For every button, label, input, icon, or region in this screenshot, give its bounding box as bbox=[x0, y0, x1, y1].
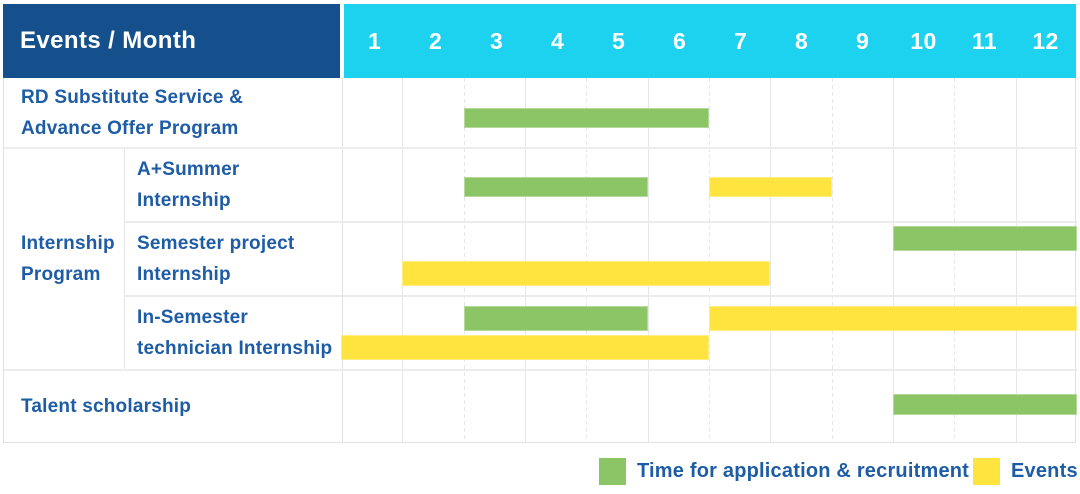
row-label-talent-scholarship: Talent scholarship bbox=[21, 396, 192, 417]
row-label-in-semester-technician: In-Semester technician Internship bbox=[137, 307, 333, 359]
month-gridline bbox=[586, 78, 588, 442]
header-title-text: Events / Month bbox=[20, 27, 197, 54]
month-header-cell: 4 bbox=[550, 27, 565, 54]
row-label-semester-project: Semester project Internship bbox=[137, 233, 295, 285]
month-header-cell: 10 bbox=[910, 27, 937, 54]
track-in-semester-bottom bbox=[341, 335, 1077, 360]
legend-label-events: Events bbox=[1011, 460, 1078, 482]
gantt-body: RD Substitute Service & Advance Offer Pr… bbox=[3, 78, 1077, 443]
legend-label-application: Time for application & recruitment bbox=[637, 460, 970, 482]
month-gridline bbox=[525, 78, 526, 442]
track-talent-scholarship bbox=[341, 394, 1077, 415]
track-semester-project-top bbox=[341, 226, 1077, 251]
gantt-bar-events bbox=[341, 335, 709, 360]
gantt-bar-application bbox=[893, 394, 1077, 415]
month-header-row: 1 2 3 4 5 6 7 8 9 10 11 12 bbox=[344, 4, 1076, 78]
gantt-bar-application bbox=[463, 108, 709, 128]
month-gridline bbox=[831, 78, 833, 442]
gantt-table: Events / Month 1 2 3 4 5 6 7 8 9 10 11 12 RD Substi… bbox=[3, 4, 1077, 443]
track-rd-substitute bbox=[341, 108, 1077, 128]
row-label-rd-substitute: RD Substitute Service & Advance Offer Pr… bbox=[21, 87, 244, 139]
month-header-cell: 11 bbox=[972, 27, 997, 54]
month-header-cell: 6 bbox=[672, 27, 687, 54]
month-gridline bbox=[709, 78, 710, 442]
month-gridline bbox=[463, 78, 465, 442]
legend-item-events: Events bbox=[973, 458, 1078, 485]
row-separator bbox=[4, 369, 1077, 371]
month-gridline bbox=[402, 78, 404, 442]
month-header-cell: 2 bbox=[428, 27, 443, 54]
row-separator bbox=[4, 147, 1077, 149]
month-header-cell: 7 bbox=[733, 27, 748, 54]
month-gridline bbox=[770, 78, 772, 442]
month-gridline bbox=[954, 78, 956, 442]
gantt-bar-events bbox=[709, 306, 1077, 331]
gantt-bar-application bbox=[463, 306, 648, 331]
legend-item-application: Time for application & recruitment bbox=[599, 458, 969, 485]
legend-swatch-events bbox=[973, 458, 1000, 485]
month-header-cell: 9 bbox=[855, 27, 870, 54]
month-header-cell: 1 bbox=[367, 27, 382, 54]
month-header-cell: 5 bbox=[611, 27, 626, 54]
month-gridline bbox=[893, 78, 894, 442]
legend-swatch-application bbox=[599, 458, 626, 485]
group-subrow-divider bbox=[124, 148, 125, 370]
subrow-separator bbox=[125, 221, 1077, 223]
track-in-semester-top bbox=[341, 306, 1077, 331]
table-header-title: Events / Month bbox=[3, 4, 340, 78]
subrow-separator bbox=[125, 295, 1077, 297]
month-header-cell: 8 bbox=[794, 27, 809, 54]
gantt-bar-application bbox=[893, 226, 1077, 251]
gantt-bar-events bbox=[709, 177, 832, 197]
gantt-bar-application bbox=[463, 177, 648, 197]
month-header-cell: 3 bbox=[489, 27, 504, 54]
track-semester-project-bottom bbox=[341, 261, 1077, 286]
label-grid-divider bbox=[342, 78, 343, 442]
track-a-plus-summer bbox=[341, 177, 1077, 197]
month-gridline bbox=[1015, 78, 1017, 442]
gantt-bar-events bbox=[402, 261, 771, 286]
group-label-internship-program: Internship Program bbox=[21, 233, 115, 285]
month-header-cell: 12 bbox=[1032, 27, 1059, 54]
row-label-a-plus-summer: A+Summer Internship bbox=[137, 159, 240, 211]
month-gridline bbox=[647, 78, 649, 442]
